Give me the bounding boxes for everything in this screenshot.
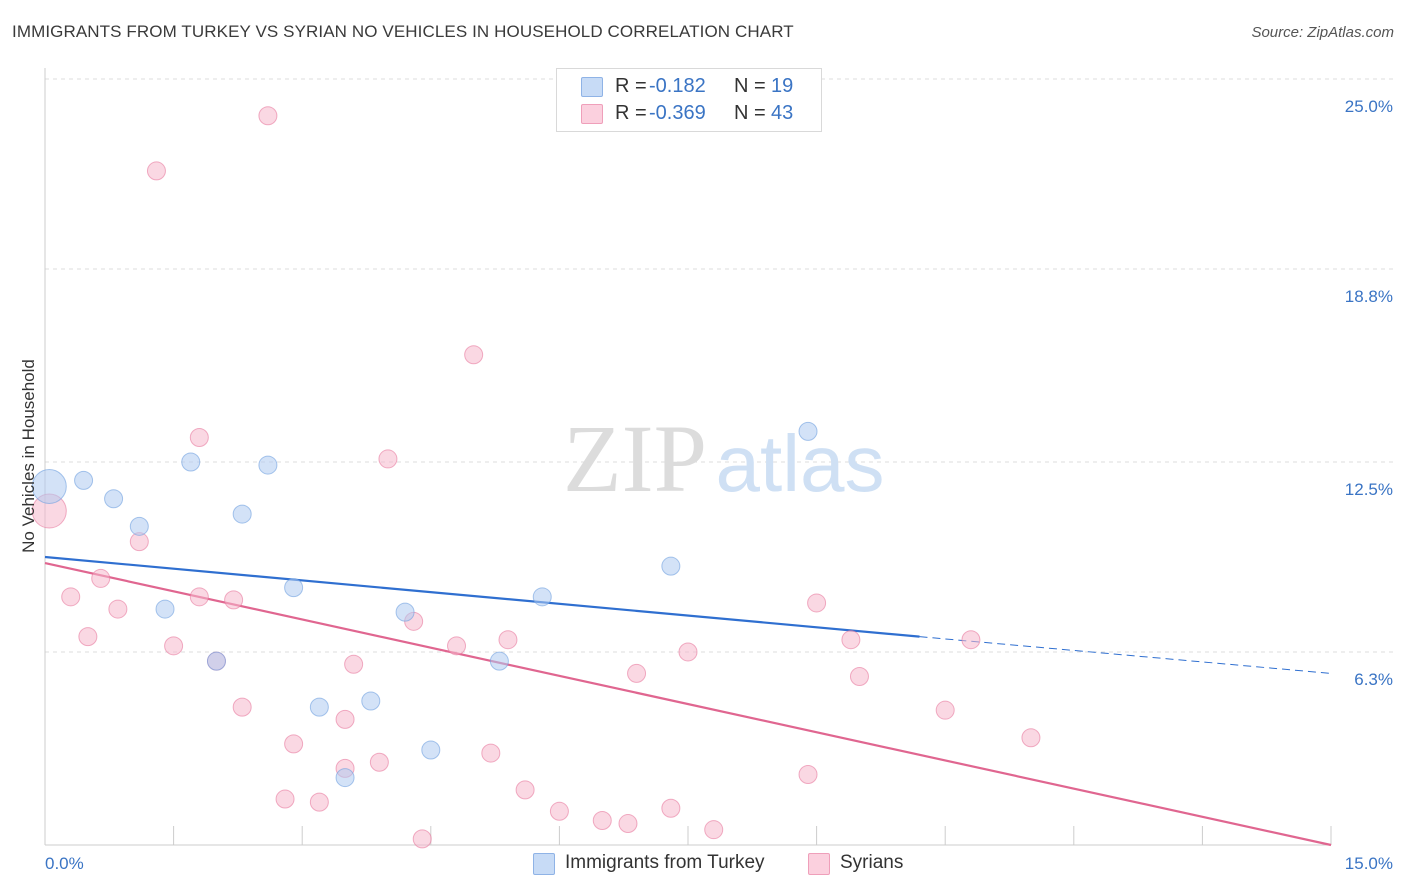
point-syrians — [841, 630, 861, 650]
legend-n-label: N = — [734, 75, 766, 97]
point-syrians — [189, 427, 209, 447]
point-syrians — [224, 590, 244, 610]
y-tick-label: 18.8% — [1345, 287, 1393, 306]
trend-line-syrians — [44, 562, 1332, 847]
point-syrians — [258, 106, 278, 126]
series-swatch-turkey — [533, 853, 555, 875]
point-syrians — [549, 801, 569, 821]
y-tick-label: 12.5% — [1345, 480, 1393, 499]
point-syrians — [378, 449, 398, 469]
point-turkey — [74, 470, 94, 490]
legend-swatch-syrians — [581, 104, 603, 124]
point-syrians — [498, 630, 518, 650]
point-syrians — [78, 627, 98, 647]
point-syrians — [618, 814, 638, 834]
point-turkey — [258, 455, 278, 475]
point-syrians — [447, 636, 467, 656]
point-syrians — [661, 798, 681, 818]
point-turkey — [284, 578, 304, 598]
point-syrians — [108, 599, 128, 619]
point-turkey — [309, 697, 329, 717]
chart-title: IMMIGRANTS FROM TURKEY VS SYRIAN NO VEHI… — [12, 22, 794, 41]
legend-r-value: -0.182 — [649, 75, 706, 97]
point-syrians — [284, 734, 304, 754]
point-syrians — [164, 636, 184, 656]
point-turkey — [232, 504, 252, 524]
point-syrians — [146, 161, 166, 181]
legend-n-value: 19 — [771, 75, 794, 97]
legend-swatch-turkey — [581, 77, 603, 97]
point-turkey — [129, 516, 149, 536]
point-turkey — [31, 469, 67, 505]
point-turkey — [395, 602, 415, 622]
series-label-turkey: Immigrants from Turkey — [565, 852, 765, 873]
point-syrians — [515, 780, 535, 800]
point-syrians — [961, 630, 981, 650]
point-syrians — [849, 666, 869, 686]
point-syrians — [189, 587, 209, 607]
gridlines — [45, 78, 1395, 653]
y-tick-label: 6.3% — [1354, 670, 1393, 689]
point-syrians — [678, 642, 698, 662]
point-turkey — [661, 556, 681, 576]
point-syrians — [309, 792, 329, 812]
point-syrians — [369, 752, 389, 772]
point-syrians — [344, 654, 364, 674]
point-turkey — [798, 421, 818, 441]
point-syrians — [464, 345, 484, 365]
legend-n-label: N = — [734, 102, 766, 124]
point-syrians — [935, 700, 955, 720]
point-turkey — [335, 768, 355, 788]
point-turkey — [489, 651, 509, 671]
point-syrians — [1021, 728, 1041, 748]
point-syrians — [61, 587, 81, 607]
point-turkey — [532, 587, 552, 607]
point-syrians — [412, 829, 432, 849]
point-syrians — [91, 568, 111, 588]
y-axis-label: No Vehicles in Household — [19, 359, 38, 553]
legend-r-label: R = — [615, 102, 647, 124]
point-syrians — [798, 765, 818, 785]
point-syrians — [232, 697, 252, 717]
trend-extension-turkey — [919, 636, 1332, 674]
correlation-legend: R = -0.182 N = 19 R = -0.369 N = 43 — [556, 68, 822, 132]
series-swatch-syrians — [808, 853, 830, 875]
legend-r-value: -0.369 — [649, 102, 706, 124]
point-syrians — [592, 810, 612, 830]
point-turkey — [361, 691, 381, 711]
source-label: Source: ZipAtlas.com — [1251, 24, 1394, 41]
point-syrians — [704, 820, 724, 840]
point-syrians — [807, 593, 827, 613]
data-points — [31, 106, 1041, 849]
point-syrians — [275, 789, 295, 809]
watermark-zip: ZIP — [563, 405, 707, 512]
point-turkey — [104, 489, 124, 509]
point-syrians — [627, 663, 647, 683]
series-label-syrians: Syrians — [840, 852, 904, 873]
point-turkey — [206, 651, 226, 671]
legend-r-label: R = — [615, 75, 647, 97]
x-tick-label: 0.0% — [45, 854, 84, 873]
point-turkey — [181, 452, 201, 472]
trend-lines — [44, 555, 1332, 847]
trend-line-turkey — [44, 555, 920, 638]
legend-n-value: 43 — [771, 102, 794, 124]
point-syrians — [335, 709, 355, 729]
point-syrians — [481, 743, 501, 763]
point-turkey — [421, 740, 441, 760]
x-tick-label: 15.0% — [1345, 854, 1393, 873]
point-turkey — [155, 599, 175, 619]
tick-labels: 6.3% 12.5% 18.8% 25.0% 0.0% 15.0% — [45, 97, 1393, 873]
y-tick-label: 25.0% — [1345, 97, 1393, 116]
